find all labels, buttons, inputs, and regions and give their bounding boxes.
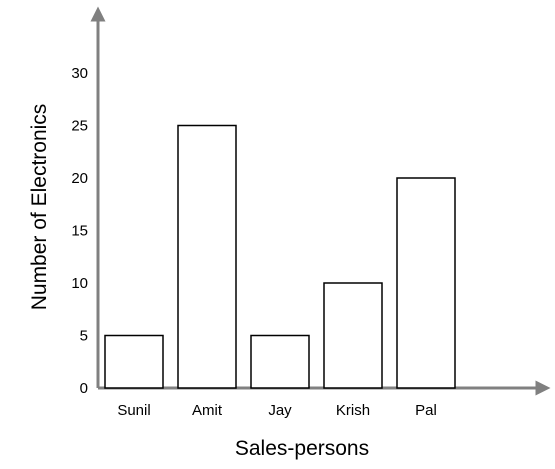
category-label-pal: Pal — [415, 402, 437, 419]
y-tick-label: 20 — [71, 170, 88, 187]
category-labels: Sunil Amit Jay Krish Pal — [117, 402, 437, 419]
y-tick-label: 15 — [71, 223, 88, 240]
category-label-krish: Krish — [336, 402, 370, 419]
y-tick-label: 10 — [71, 275, 88, 292]
bar-pal — [396, 177, 456, 389]
bars — [104, 124, 456, 389]
y-tick-label: 5 — [80, 328, 88, 345]
y-axis-title: Number of Electronics — [28, 104, 51, 311]
y-tick-label: 30 — [71, 65, 88, 82]
bar-jay — [250, 334, 310, 389]
x-axis-title: Sales-persons — [235, 437, 369, 460]
y-tick-labels: 0 5 10 15 20 25 30 — [71, 65, 88, 397]
bar-sunil — [104, 334, 164, 389]
category-label-sunil: Sunil — [117, 402, 150, 419]
y-tick-label: 25 — [71, 118, 88, 135]
bar-amit — [177, 124, 237, 389]
category-label-jay: Jay — [268, 402, 292, 419]
bar-krish — [323, 282, 383, 389]
category-label-amit: Amit — [192, 402, 223, 419]
y-tick-label: 0 — [80, 380, 88, 397]
